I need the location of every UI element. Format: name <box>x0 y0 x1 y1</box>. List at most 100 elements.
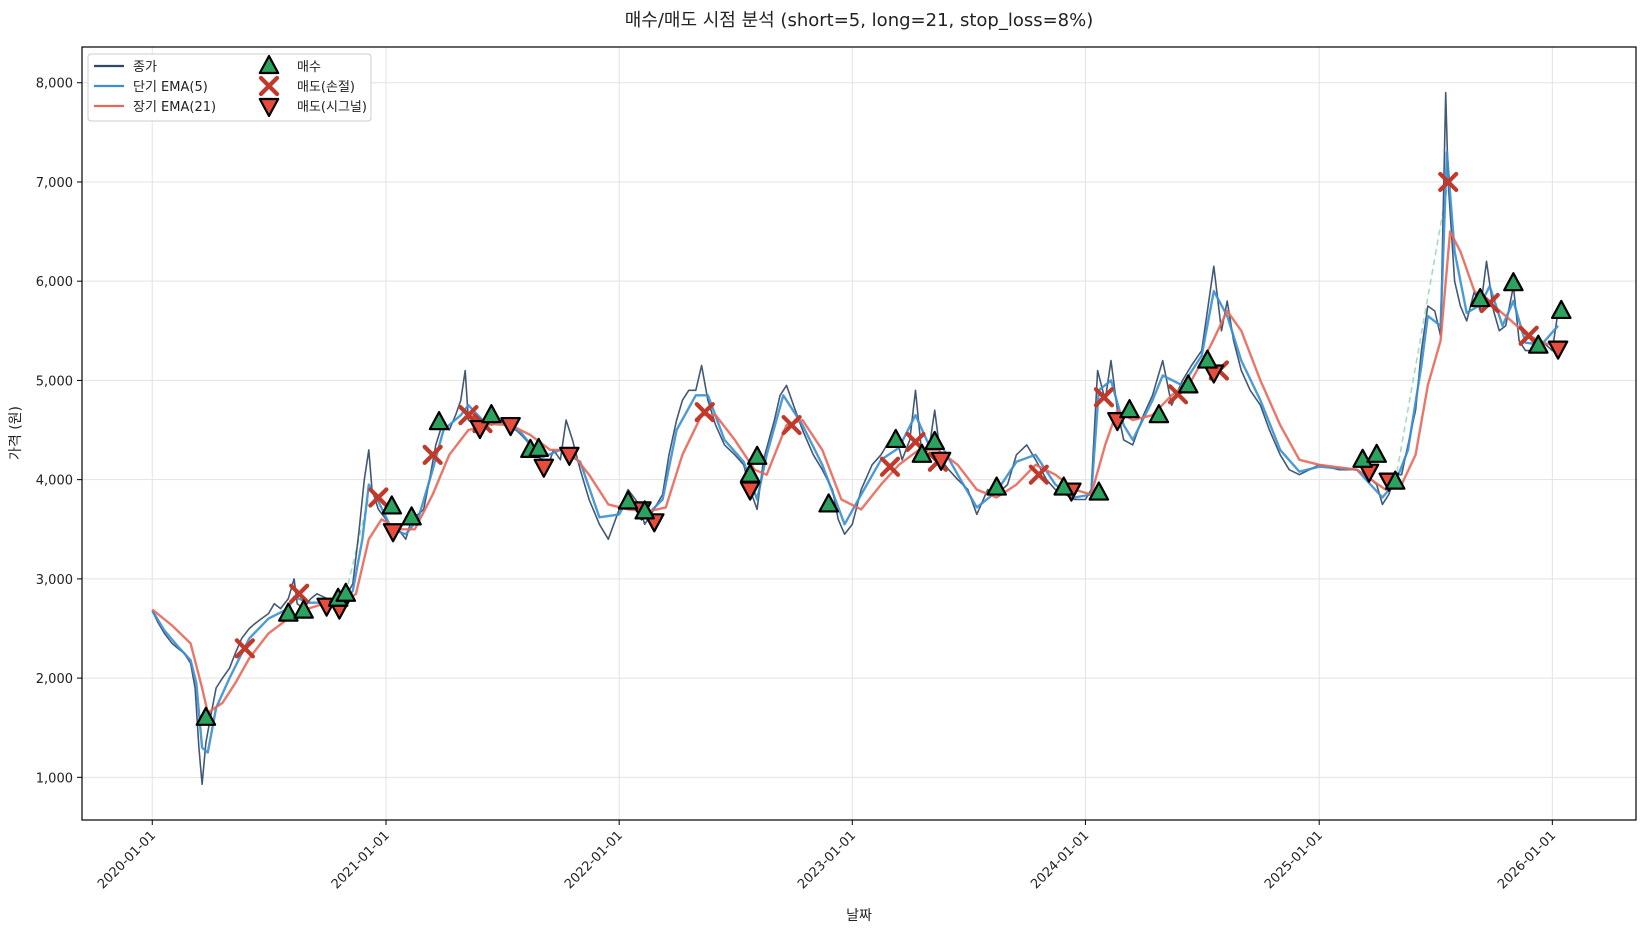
buy-signal-marker <box>1366 443 1387 463</box>
buy-signal-marker <box>1148 404 1170 424</box>
sell-stop-stroke <box>1518 325 1539 346</box>
sell-stop-loss-marker <box>1093 387 1115 408</box>
legend-item: 매도(손절) <box>258 75 355 97</box>
y-tick-label: 4,000 <box>36 474 73 489</box>
sell-stop-stroke <box>905 431 926 453</box>
legend-item: 장기 EMA(21) <box>94 100 216 115</box>
sell-stop-loss-marker <box>289 583 310 604</box>
buy-signal-marker <box>986 476 1007 496</box>
sell-stop-loss-marker <box>1438 171 1459 193</box>
chart-title: 매수/매도 시점 분석 (short=5, long=21, stop_loss… <box>625 10 1094 31</box>
legend-box <box>87 53 372 122</box>
buy-signal-marker <box>617 490 639 510</box>
sell-stop-stroke <box>234 638 255 659</box>
trade-link-line <box>1394 181 1450 482</box>
legend-label: 장기 EMA(21) <box>133 100 216 115</box>
buy-signal-marker <box>1088 481 1110 501</box>
buy-signal-marker <box>335 582 357 602</box>
sell-stop-loss-marker <box>781 414 802 436</box>
sell-stop-loss-marker <box>368 487 389 508</box>
y-tick-label: 8,000 <box>36 77 73 92</box>
sell-stop-stroke <box>1479 292 1500 314</box>
sell-stop-stroke <box>368 487 389 508</box>
legend-swatch <box>258 75 280 97</box>
buy-signal-marker <box>1384 470 1406 490</box>
buy-signal-marker <box>1053 476 1075 496</box>
buy-signal-marker <box>885 428 907 449</box>
sell-stop-stroke <box>1093 387 1115 408</box>
sell-signal-marker <box>469 419 491 440</box>
buy-signal-marker <box>401 506 422 526</box>
buy-signal-marker <box>746 445 768 465</box>
buy-signal-marker <box>278 602 299 622</box>
buy-signal-marker <box>924 430 945 451</box>
buy-signal-marker <box>381 495 403 515</box>
buy-signal-marker <box>1119 399 1140 419</box>
y-tick-label: 5,000 <box>36 374 73 389</box>
sell-signal-marker <box>1547 340 1569 360</box>
sell-signal-marker <box>500 416 521 437</box>
sell-stop-loss-marker <box>1518 325 1539 346</box>
buy-signal-marker <box>739 463 761 483</box>
long-ema-line <box>151 230 1559 714</box>
buy-signal-marker <box>428 410 450 431</box>
buy-signal-marker <box>481 404 502 424</box>
buy-signal-marker <box>1527 334 1549 354</box>
sell-stop-loss-marker <box>422 444 443 465</box>
y-axis-ticks: 1,000 2,000 3,000 4,000 5,000 6,000 7,000 8,000 <box>36 77 82 786</box>
legend-item: 단기 EMA(5) <box>94 80 208 95</box>
buy-signal-marker <box>1550 299 1572 320</box>
y-tick-label: 2,000 <box>36 672 73 687</box>
sell-stop-loss-marker <box>1028 464 1049 485</box>
sell-stop-loss-marker <box>879 456 901 477</box>
sell-signal-marker <box>559 446 580 466</box>
legend-label: 매수 <box>297 60 321 75</box>
marker-layer <box>195 171 1572 726</box>
sell-signal-marker <box>382 523 404 543</box>
y-tick-label: 6,000 <box>36 275 73 290</box>
sell-signal-marker <box>533 458 555 478</box>
buy-signal-marker <box>1197 349 1218 369</box>
sell-stop-stroke <box>289 583 310 604</box>
y-tick-label: 3,000 <box>36 573 73 588</box>
legend-label: 매도(시그널) <box>297 100 367 115</box>
sell-stop-stroke <box>781 414 802 436</box>
legend-swatch <box>258 97 280 118</box>
legend-item: 매도(시그널) <box>258 97 367 118</box>
sell-stop-loss-marker <box>234 638 255 659</box>
y-tick-label: 7,000 <box>36 176 73 191</box>
buy-signal-marker <box>634 500 656 520</box>
buy-signal-marker <box>528 437 549 457</box>
buy-signal-marker <box>195 706 217 726</box>
buy-signal-marker <box>818 493 839 513</box>
sell-stop-stroke <box>1438 171 1459 193</box>
plot-frame <box>81 46 1637 821</box>
legend-label: 매도(손절) <box>297 80 355 95</box>
y-tick-label: 1,000 <box>36 771 73 786</box>
buy-signal-marker <box>1177 374 1199 394</box>
sell-stop-loss-marker <box>694 402 715 423</box>
grid-layer <box>82 47 1636 820</box>
legend-item: 매수 <box>258 54 321 75</box>
buy-signal-marker <box>293 599 314 619</box>
x-axis-label: 날짜 <box>846 908 872 924</box>
buy-signal-marker <box>1469 287 1491 308</box>
legend-swatch <box>258 54 280 75</box>
y-axis-label: 가격 (원) <box>8 406 24 460</box>
legend-label: 종가 <box>133 60 157 75</box>
buy-signal-marker <box>911 443 933 463</box>
sell-stop-stroke <box>422 444 443 465</box>
sell-stop-stroke <box>879 456 901 477</box>
sell-stop-stroke <box>694 402 715 423</box>
sell-signal-marker <box>930 451 952 471</box>
sell-stop-stroke <box>258 75 280 97</box>
legend-label: 단기 EMA(5) <box>133 80 208 95</box>
sell-stop-stroke <box>1028 464 1049 485</box>
sell-stop-stroke <box>458 405 479 426</box>
legend-item: 종가 <box>94 60 157 75</box>
buy-signal-marker <box>1503 272 1524 292</box>
